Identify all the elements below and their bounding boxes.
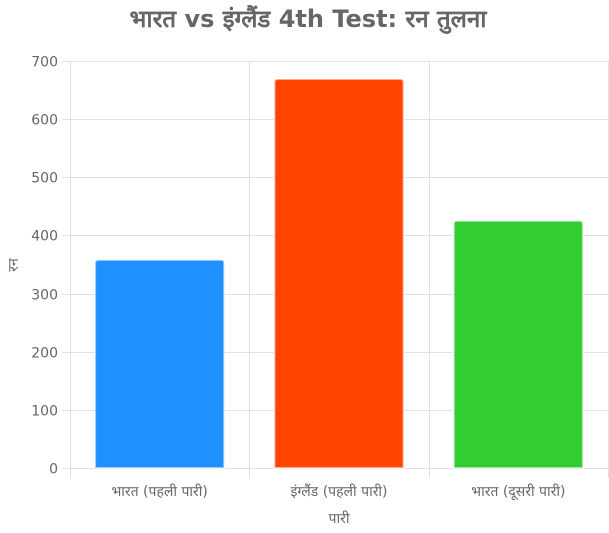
bars [94,78,584,469]
y-axis-ticks: 0 100 200 300 400 500 600 700 [31,55,58,478]
bar [273,78,405,469]
x-tick-label: भारत (पहली पारी) [111,483,207,500]
y-tick-label: 0 [49,462,58,478]
x-tick-label: इंग्लैंड (पहली पारी) [290,483,387,500]
y-tick-label: 500 [31,171,58,187]
y-tick-label: 100 [31,404,58,420]
x-tick-label: भारत (दूसरी पारी) [471,483,565,501]
y-tick-label: 200 [31,346,58,362]
chart-title: भारत vs इंग्लैंड 4th Test: रन तुलना [130,5,488,34]
y-tick-label: 700 [31,55,58,71]
y-tick-label: 400 [31,229,58,245]
bar [94,258,226,469]
x-axis-ticks: भारत (पहली पारी) इंग्लैंड (पहली पारी) भारत… [111,483,565,501]
bar [452,219,584,469]
y-tick-label: 300 [31,288,58,304]
y-tick-label: 600 [31,113,58,129]
y-axis-title: रन [6,258,22,272]
x-axis-title: पारी [329,510,350,527]
